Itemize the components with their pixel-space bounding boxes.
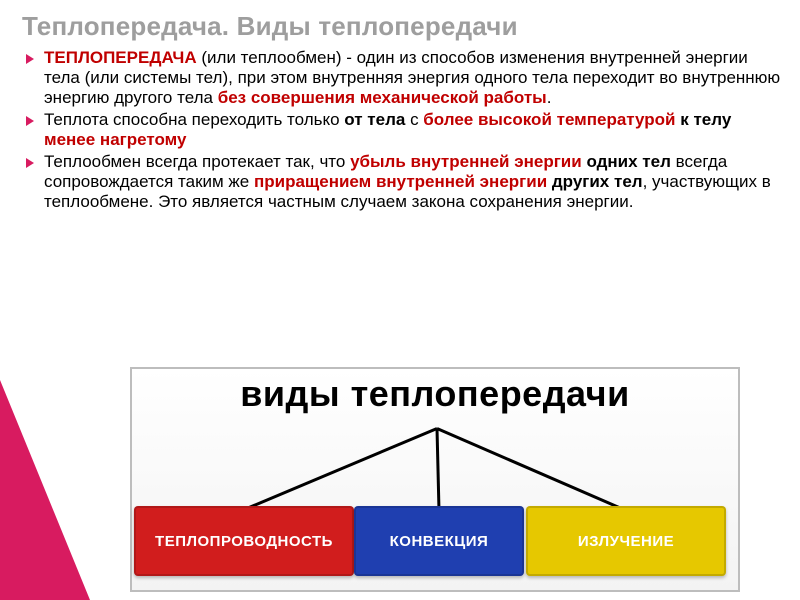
bullet-item: Теплота способна переходить только от те… (22, 110, 782, 150)
node-label: ТЕПЛОПРОВОДНОСТЬ (155, 533, 333, 550)
diagram-node-right: ИЗЛУЧЕНИЕ (526, 506, 726, 576)
text-run: Теплообмен всегда протекает так, что (44, 152, 350, 171)
bullet-item: ТЕПЛОПЕРЕДАЧА (или теплообмен) - один из… (22, 48, 782, 108)
bullet-item: Теплообмен всегда протекает так, что убы… (22, 152, 782, 212)
text-run: с (405, 110, 423, 129)
text-run: Теплота способна переходить только (44, 110, 344, 129)
text-run: менее нагретому (44, 130, 186, 149)
text-run: одних тел (586, 152, 670, 171)
node-label: КОНВЕКЦИЯ (390, 533, 489, 550)
diagram-node-center: КОНВЕКЦИЯ (354, 506, 524, 576)
branch-line (241, 427, 437, 512)
text-run: более высокой температурой (423, 110, 675, 129)
text-run: приращением внутренней энергии (254, 172, 552, 191)
text-run: других тел (552, 172, 643, 191)
diagram-heat-transfer-types: виды теплопередачи ТЕПЛОПРОВОДНОСТЬ КОНВЕ… (130, 367, 740, 592)
text-run: убыль внутренней энергии (350, 152, 586, 171)
branch-line (436, 427, 626, 512)
branch-line (436, 428, 441, 510)
diagram-node-left: ТЕПЛОПРОВОДНОСТЬ (134, 506, 354, 576)
page-title: Теплопередача. Виды теплопередачи (22, 12, 782, 42)
bullet-list: ТЕПЛОПЕРЕДАЧА (или теплообмен) - один из… (22, 48, 782, 212)
text-run: ТЕПЛОПЕРЕДАЧА (44, 48, 197, 67)
accent-triangle (0, 380, 90, 600)
diagram-title: виды теплопередачи (132, 373, 738, 415)
text-run: от тела (344, 110, 405, 129)
text-run: к телу (680, 110, 731, 129)
slide-content: Теплопередача. Виды теплопередачи ТЕПЛОП… (0, 0, 800, 212)
text-run: без совершения механической работы (218, 88, 547, 107)
node-label: ИЗЛУЧЕНИЕ (578, 533, 674, 550)
text-run: . (547, 88, 552, 107)
